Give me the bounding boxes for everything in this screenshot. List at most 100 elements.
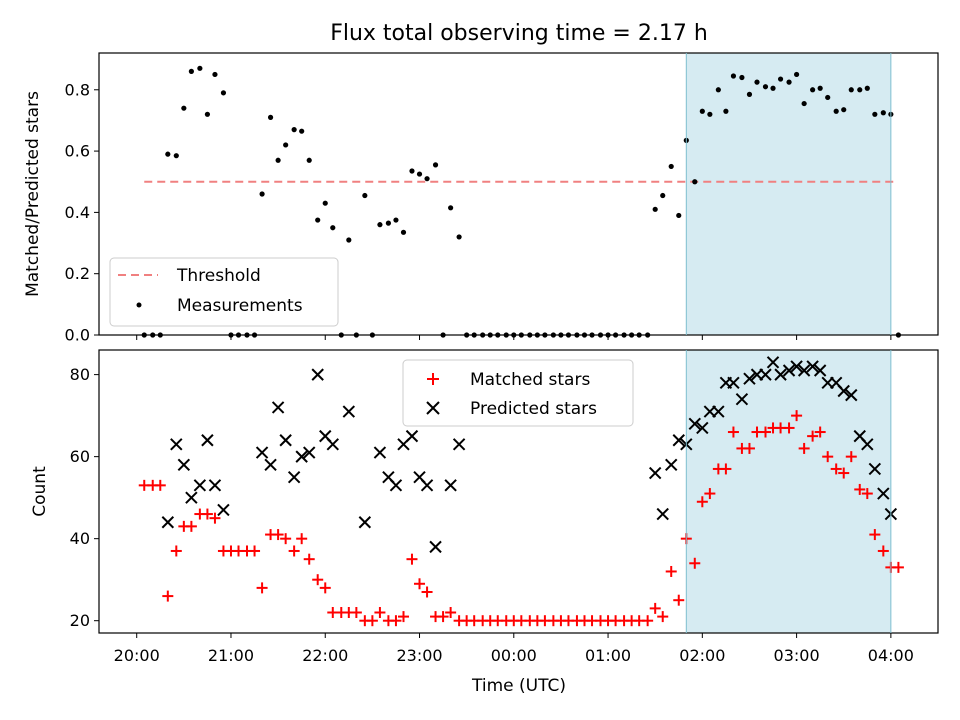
predicted-stars-point [648, 466, 662, 480]
predicted-stars-point [373, 446, 387, 459]
matched-stars-point [288, 545, 300, 557]
ratio-panel: 0.00.20.40.60.8 Matched/Predicted stars … [23, 52, 939, 345]
predicted-stars-point [774, 368, 787, 381]
matched-stars-point [892, 561, 904, 573]
y-tick-label: 0.4 [65, 203, 90, 222]
predicted-stars-point [193, 479, 207, 492]
measurements-legend-swatch [136, 302, 142, 308]
measurement-point [393, 217, 399, 223]
predicted-stars-point [161, 516, 175, 529]
legend: Matched stars Predicted stars [402, 359, 634, 427]
matched-stars-point [185, 520, 197, 532]
matched-stars-point [209, 512, 221, 524]
y-tick-label: 0.6 [65, 142, 90, 161]
x-tick-label: 22:00 [302, 646, 348, 665]
predicted-stars-point [797, 364, 811, 377]
predicted-stars-point [405, 429, 419, 443]
predicted-stars-point [326, 438, 339, 451]
chart-title: Flux total observing time = 2.17 h [330, 21, 708, 46]
measurement-point [362, 192, 368, 199]
plot-frame [98, 349, 939, 634]
y-tick-label: 20 [70, 611, 90, 630]
measurement-point [377, 222, 383, 228]
measurement-point [793, 71, 800, 78]
legend: Threshold Measurements [109, 257, 339, 327]
measurement-point [786, 79, 792, 85]
measurement-point [810, 87, 816, 93]
predicted-stars-point [185, 491, 198, 504]
predicted-legend-label: Predicted stars [470, 399, 597, 419]
matched-stars-point [830, 463, 842, 475]
matched-stars-point [162, 590, 174, 602]
matched-stars-point [807, 430, 819, 442]
measurement-point [801, 100, 807, 107]
predicted-stars-point [444, 479, 457, 492]
predicted-stars-point [861, 438, 874, 451]
measurement-point [291, 127, 297, 133]
measurement-point [730, 73, 737, 79]
threshold-legend-label: Threshold [176, 266, 261, 286]
matched-stars-point [689, 557, 701, 569]
predicted-stars-point [766, 356, 780, 369]
measurement-point [652, 206, 658, 212]
matched-stars-point [280, 533, 292, 545]
x-tick-label: 04:00 [868, 646, 914, 665]
matched-stars-point [154, 479, 166, 491]
predicted-stars-point [813, 364, 827, 377]
matched-stars-point [814, 426, 826, 438]
predicted-stars-point [295, 450, 308, 463]
measurement-point [833, 108, 839, 114]
measurement-point [825, 94, 831, 101]
measurement-point [432, 162, 439, 168]
matched-stars-point [350, 606, 362, 618]
measurement-point [739, 74, 745, 81]
matched-stars-point [704, 488, 716, 500]
matched-stars-point [170, 545, 182, 557]
matched-stars-point [720, 463, 732, 475]
matched-stars-point [649, 602, 661, 614]
matched-stars-point [743, 442, 755, 454]
measurement-point [306, 157, 312, 163]
measurement-point [181, 105, 187, 111]
measurement-point [754, 79, 760, 85]
matched-stars-point [272, 529, 284, 541]
measurement-point [409, 168, 415, 174]
matched-stars-point [642, 615, 654, 627]
matched-stars-point [374, 606, 386, 618]
matched-stars-point [791, 410, 803, 422]
matched-legend-swatch [427, 373, 439, 385]
measurement-point [699, 108, 705, 114]
predicted-stars-point [868, 462, 882, 476]
matched-stars-point [665, 565, 677, 577]
measurement-point [777, 76, 784, 82]
predicted-stars-points [161, 356, 898, 554]
observing-window-shade [686, 350, 891, 633]
matched-stars-point [366, 615, 378, 627]
matched-stars-point [397, 611, 409, 623]
matched-stars-point [822, 451, 834, 463]
predicted-stars-point [170, 438, 183, 451]
predicted-stars-point [759, 368, 772, 381]
y-axis-label: Matched/Predicted stars [23, 91, 43, 297]
matched-stars-point [673, 594, 685, 606]
measurement-point [400, 229, 407, 235]
matched-stars-point [657, 611, 669, 623]
measurement-point [746, 91, 753, 97]
predicted-stars-point [420, 479, 434, 492]
matched-stars-point [303, 553, 315, 565]
measurement-point [880, 110, 886, 116]
matched-stars-point [877, 545, 889, 557]
matched-stars-point [390, 615, 402, 627]
measurement-point [676, 212, 682, 219]
predicted-stars-point [287, 470, 301, 484]
matched-stars-point [249, 545, 261, 557]
predicted-stars-point [782, 364, 796, 377]
predicted-stars-point [837, 384, 850, 398]
measurement-point [707, 111, 713, 117]
matched-stars-point [312, 574, 324, 586]
predicted-stars-point [665, 458, 678, 472]
matched-stars-point [445, 606, 457, 618]
predicted-stars-point [727, 376, 740, 390]
measurement-point [322, 200, 328, 206]
